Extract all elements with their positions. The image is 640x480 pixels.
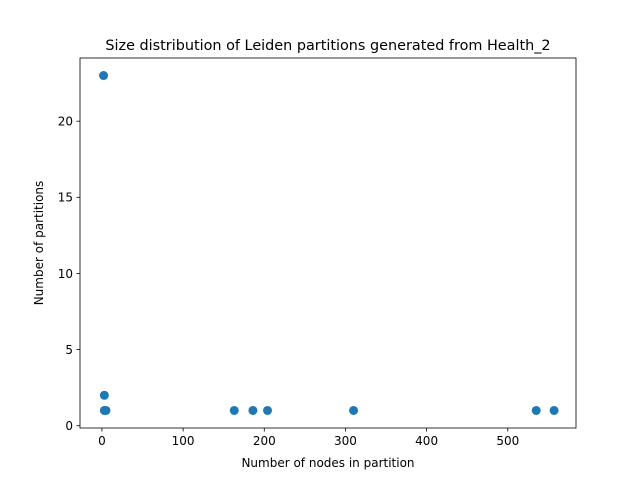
x-tick-label: 100 xyxy=(172,434,195,448)
x-tick-label: 500 xyxy=(496,434,519,448)
data-point xyxy=(99,71,109,81)
data-point xyxy=(263,405,273,415)
data-point xyxy=(101,405,111,415)
x-tick-label: 400 xyxy=(415,434,438,448)
y-tick-label: 5 xyxy=(65,343,73,357)
y-axis-ticks: 0 5 10 15 20 xyxy=(58,114,80,433)
data-points xyxy=(99,71,559,415)
x-tick-label: 0 xyxy=(98,434,106,448)
data-point xyxy=(349,405,359,415)
y-tick-label: 10 xyxy=(58,267,73,281)
axes-frame xyxy=(79,57,577,429)
data-point xyxy=(549,405,559,415)
x-axis-ticks: 0 100 200 300 400 500 xyxy=(98,428,519,448)
data-point xyxy=(99,390,109,400)
data-point xyxy=(229,405,239,415)
y-tick-label: 0 xyxy=(65,419,73,433)
data-point xyxy=(248,405,258,415)
y-tick-label: 20 xyxy=(58,114,73,128)
x-axis-label: Number of nodes in partition xyxy=(241,456,414,470)
plot-area xyxy=(79,57,577,429)
data-point xyxy=(531,405,541,415)
y-tick-label: 15 xyxy=(58,191,73,205)
x-tick-label: 300 xyxy=(334,434,357,448)
y-axis-label: Number of partitions xyxy=(32,181,46,306)
x-tick-label: 200 xyxy=(253,434,276,448)
chart-title: Size distribution of Leiden partitions g… xyxy=(105,38,550,54)
